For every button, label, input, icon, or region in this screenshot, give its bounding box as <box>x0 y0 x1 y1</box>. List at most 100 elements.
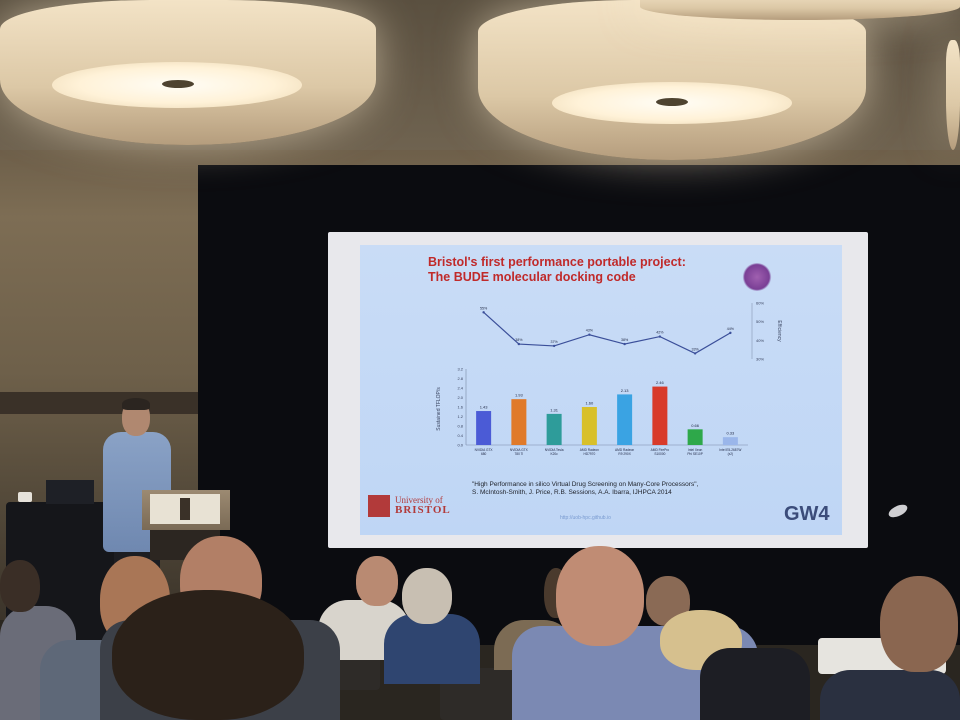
efficiency-label: 43% <box>586 329 594 333</box>
audience-head <box>356 556 398 606</box>
audience-member <box>384 614 480 684</box>
efficiency-label: 38% <box>621 338 629 342</box>
bar <box>581 407 597 445</box>
line-y-axis-label: Efficiency <box>776 320 782 342</box>
gw4-logo: GW4 <box>784 503 830 525</box>
slide-citation: "High Performance in silico Virtual Drug… <box>472 481 792 497</box>
bar-category-label: AMD FirePro <box>651 448 670 452</box>
audience-head <box>112 590 304 720</box>
efficiency-point <box>588 333 591 336</box>
lamp-fixture-center <box>656 98 688 106</box>
bar <box>652 386 668 445</box>
bar-value-label: 0.33 <box>726 431 735 436</box>
bar-y-tick-label: 2.4 <box>457 386 463 391</box>
efficiency-point <box>517 342 521 346</box>
bar-category-label: NVIDIA Tesla <box>545 448 564 452</box>
slide-title: Bristol's first performance portable pro… <box>428 255 768 285</box>
efficiency-label: 33% <box>692 347 700 351</box>
podium-sign <box>150 494 220 524</box>
bar <box>722 437 738 445</box>
bar-value-label: 1.60 <box>585 401 594 406</box>
efficiency-point <box>623 342 626 346</box>
bar <box>617 394 633 445</box>
bar-y-tick-label: 3.2 <box>457 367 463 372</box>
wall-trim <box>0 392 205 414</box>
efficiency-point <box>658 335 662 338</box>
bar-category-label: NVIDIA GTX <box>510 448 529 452</box>
bar-category-label: NVIDIA GTX <box>475 448 494 452</box>
bristol-logo-line2: BRISTOL <box>395 504 451 516</box>
efficiency-point <box>693 352 697 355</box>
efficiency-line <box>483 311 731 355</box>
audience-member <box>820 670 960 720</box>
bar <box>546 413 562 445</box>
bar-category-label: Intel E5-2687W <box>719 448 741 452</box>
audience-head <box>556 546 644 646</box>
ceiling-lamp-far-right <box>946 40 960 150</box>
bar-value-label: 0.66 <box>691 423 700 428</box>
lamp-fixture-left <box>162 80 194 88</box>
bar-y-tick-label: 0.0 <box>457 443 463 448</box>
efficiency-label: 42% <box>656 331 664 335</box>
chart-svg: 0.0 0.4 0.8 1.2 1.6 2.0 2.4 2.8 3.2 Sustained TFL… <box>436 301 782 457</box>
line-y-tick-label: 60% <box>756 301 764 306</box>
coffee-cup <box>18 492 32 502</box>
bar-value-label: 1.31 <box>550 407 559 412</box>
efficiency-label: 38% <box>515 338 523 342</box>
projected-slide: Bristol's first performance portable pro… <box>360 245 842 535</box>
university-of-bristol-logo: University of BRISTOL <box>368 493 468 521</box>
bristol-logo-text: University of BRISTOL <box>395 495 451 516</box>
bar-category-label: R9 290X <box>618 452 631 456</box>
citation-line1: "High Performance in silico Virtual Drug… <box>472 481 699 488</box>
ceiling-lamp-right <box>640 0 960 20</box>
efficiency-point <box>552 344 556 348</box>
efficiency-point <box>729 331 732 335</box>
bar-category-label: AMD Radeon <box>580 448 599 452</box>
ceiling-lamp-center <box>478 0 866 160</box>
bar-category-label: HD7970 <box>584 452 596 456</box>
laptop <box>46 480 94 504</box>
efficiency-label: 55% <box>480 306 488 310</box>
efficiency-label: 44% <box>727 327 735 331</box>
bar-y-tick-label: 2.8 <box>457 376 463 381</box>
bar-category-label: AMD Radeon <box>615 448 634 452</box>
efficiency-point <box>482 311 485 314</box>
bar-value-label: 1.93 <box>515 393 524 398</box>
audience-head <box>402 568 452 624</box>
citation-line2: S. McIntosh-Smith, J. Price, R.B. Sessio… <box>472 489 672 496</box>
bar-value-label: 2.46 <box>656 380 665 385</box>
bar-category-label: K20c <box>550 452 558 456</box>
slide-title-line2: The BUDE molecular docking code <box>428 270 636 284</box>
bar-category-label: Intel Xeon <box>688 448 703 452</box>
efficiency-label: 37% <box>551 340 559 344</box>
bar-category-label: 780 Ti <box>515 452 524 456</box>
podium-logo-icon <box>180 498 190 520</box>
slide-url: http://uob-hpc.github.io <box>560 515 611 521</box>
bar <box>511 399 527 445</box>
bar-y-axis-label: Sustained TFLOP/s <box>436 387 442 431</box>
bar-value-label: 2.13 <box>621 388 630 393</box>
audience-member <box>700 648 810 720</box>
line-y-tick-label: 40% <box>756 338 764 343</box>
performance-chart: 0.0 0.4 0.8 1.2 1.6 2.0 2.4 2.8 3.2 Sustained TFL… <box>430 297 840 467</box>
presenter-hair <box>122 398 150 410</box>
bar-category-label: 680 <box>481 452 487 456</box>
bristol-logo-line1: University of <box>395 495 443 505</box>
bar-value-label: 1.43 <box>480 405 489 410</box>
bar-y-tick-label: 0.4 <box>457 433 463 438</box>
bar <box>476 411 492 445</box>
bar-y-tick-label: 1.2 <box>457 414 463 419</box>
bristol-crest-icon <box>368 495 390 517</box>
bar-category-label: Phi SE10P <box>687 452 702 456</box>
molecule-icon <box>742 263 772 291</box>
line-y-tick-label: 50% <box>756 319 764 324</box>
audience-head <box>880 576 958 672</box>
audience-head <box>0 560 40 612</box>
slide-title-line1: Bristol's first performance portable pro… <box>428 255 686 269</box>
bar <box>687 429 703 445</box>
bar-y-tick-label: 1.6 <box>457 405 463 410</box>
bar-y-tick-label: 2.0 <box>457 395 463 400</box>
bar-category-label: S10000 <box>654 452 665 456</box>
bar-y-tick-label: 0.8 <box>457 424 463 429</box>
